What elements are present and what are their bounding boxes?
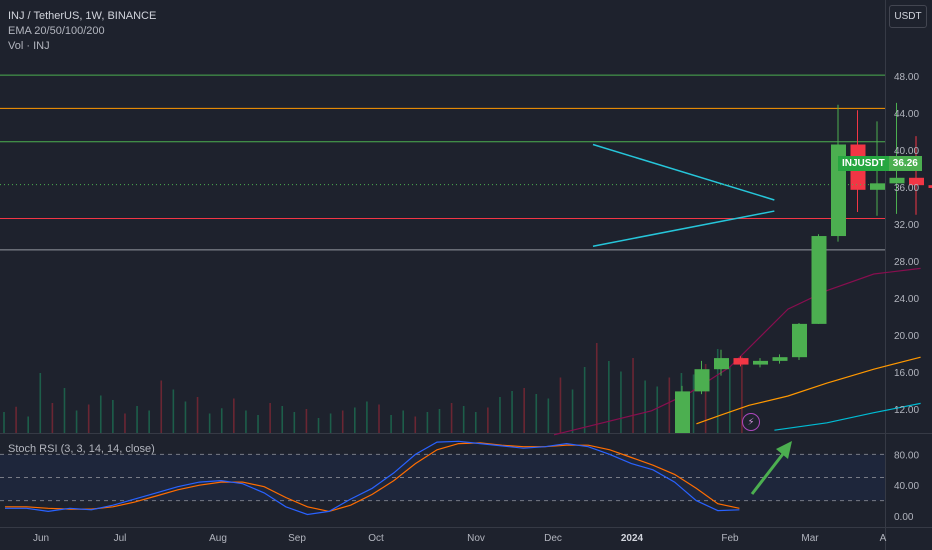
time-axis-label-7: 2024	[621, 533, 644, 544]
time-axis-label-1: Jul	[114, 533, 127, 544]
time-axis-label-10: A	[880, 533, 887, 544]
candle-body-6	[792, 323, 807, 358]
candle-body-7	[811, 236, 827, 324]
price-tag-value: 36.26	[888, 156, 922, 171]
price-axis-label-2: 40.00	[894, 146, 919, 157]
candle-body-13	[928, 185, 932, 188]
ema-line-1	[696, 356, 921, 425]
ema-line-0	[553, 267, 921, 436]
time-axis-label-9: Mar	[801, 533, 819, 544]
candle-body-1	[694, 369, 710, 392]
time-axis-label-2: Aug	[209, 533, 227, 544]
current-price-tag: INJUSDT 36.26	[838, 156, 922, 171]
time-axis-label-5: Nov	[467, 533, 485, 544]
triangle-line-1	[592, 210, 775, 247]
stoch-axis-label-0: 80.00	[894, 450, 919, 461]
arrow-head	[776, 441, 792, 459]
symbol-legend[interactable]: INJ / TetherUS, 1W, BINANCE	[8, 10, 157, 22]
candle-body-3	[733, 358, 749, 365]
time-axis-label-6: Dec	[544, 533, 562, 544]
time-axis-label-4: Oct	[368, 533, 384, 544]
candle-body-10	[870, 183, 885, 190]
triangle-line-0	[592, 143, 775, 201]
stoch-rsi-legend[interactable]: Stoch RSI (3, 3, 14, 14, close)	[8, 443, 155, 455]
stoch-d-line	[5, 442, 740, 513]
price-tag-symbol: INJUSDT	[838, 156, 889, 171]
price-axis-label-8: 16.00	[894, 368, 919, 379]
currency-unit-button[interactable]: USDT	[889, 5, 927, 28]
price-axis-label-0: 48.00	[894, 72, 919, 83]
volume-legend[interactable]: Vol · INJ	[8, 40, 50, 52]
ema-line-2	[774, 402, 921, 431]
candle-body-0	[675, 391, 690, 433]
arrow-shaft	[750, 449, 788, 495]
price-axis-label-1: 44.00	[894, 109, 919, 120]
price-axis-label-3: 36.00	[894, 183, 919, 194]
time-axis-label-3: Sep	[288, 533, 306, 544]
candle-body-5	[772, 357, 788, 361]
candle-body-2	[714, 358, 729, 370]
time-axis-label-0: Jun	[33, 533, 49, 544]
price-axis-label-7: 20.00	[894, 331, 919, 342]
time-axis-label-8: Feb	[721, 533, 739, 544]
price-axis-label-5: 28.00	[894, 257, 919, 268]
price-axis-label-6: 24.00	[894, 294, 919, 305]
lightning-icon[interactable]: ⚡	[742, 413, 760, 431]
candle-body-11	[889, 177, 905, 184]
ema-legend[interactable]: EMA 20/50/100/200	[8, 25, 105, 37]
stoch-k-line	[5, 440, 740, 516]
price-axis-label-4: 32.00	[894, 220, 919, 231]
stoch-panel	[0, 434, 885, 527]
stoch-axis-label-2: 0.00	[894, 512, 914, 523]
candle-body-12	[909, 177, 924, 186]
stoch-axis-label-1: 40.00	[894, 481, 919, 492]
candle-body-4	[753, 360, 768, 365]
price-axis-label-9: 12.00	[894, 405, 919, 416]
